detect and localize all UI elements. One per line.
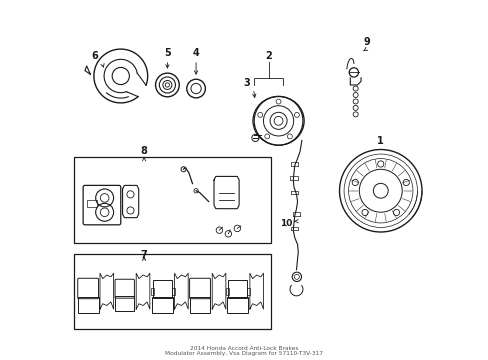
Text: 5: 5 (163, 48, 170, 58)
Bar (74, 253, 271, 329)
Bar (86, 200, 97, 207)
Text: 6: 6 (91, 51, 98, 61)
Bar (151, 288, 153, 295)
Text: 4: 4 (192, 48, 199, 58)
Bar (74, 157, 271, 243)
Text: 9: 9 (362, 37, 369, 47)
Text: 2014 Honda Accord Anti-Lock Brakes
Modulator Assembly, Vsa Diagram for 57110-T3V: 2014 Honda Accord Anti-Lock Brakes Modul… (165, 346, 323, 356)
Bar (226, 288, 228, 295)
Bar (246, 288, 249, 295)
Bar (189, 297, 210, 313)
Text: 8: 8 (141, 146, 147, 156)
Bar (78, 297, 99, 313)
Bar (115, 296, 134, 311)
Bar (171, 288, 174, 295)
Text: 3: 3 (243, 78, 249, 88)
Bar (153, 280, 171, 298)
Text: 7: 7 (141, 250, 147, 260)
Bar (227, 297, 247, 313)
Bar (152, 297, 172, 313)
Bar (228, 280, 246, 298)
Text: 1: 1 (377, 136, 384, 145)
Text: 2: 2 (264, 51, 271, 61)
Text: 10: 10 (279, 219, 291, 228)
